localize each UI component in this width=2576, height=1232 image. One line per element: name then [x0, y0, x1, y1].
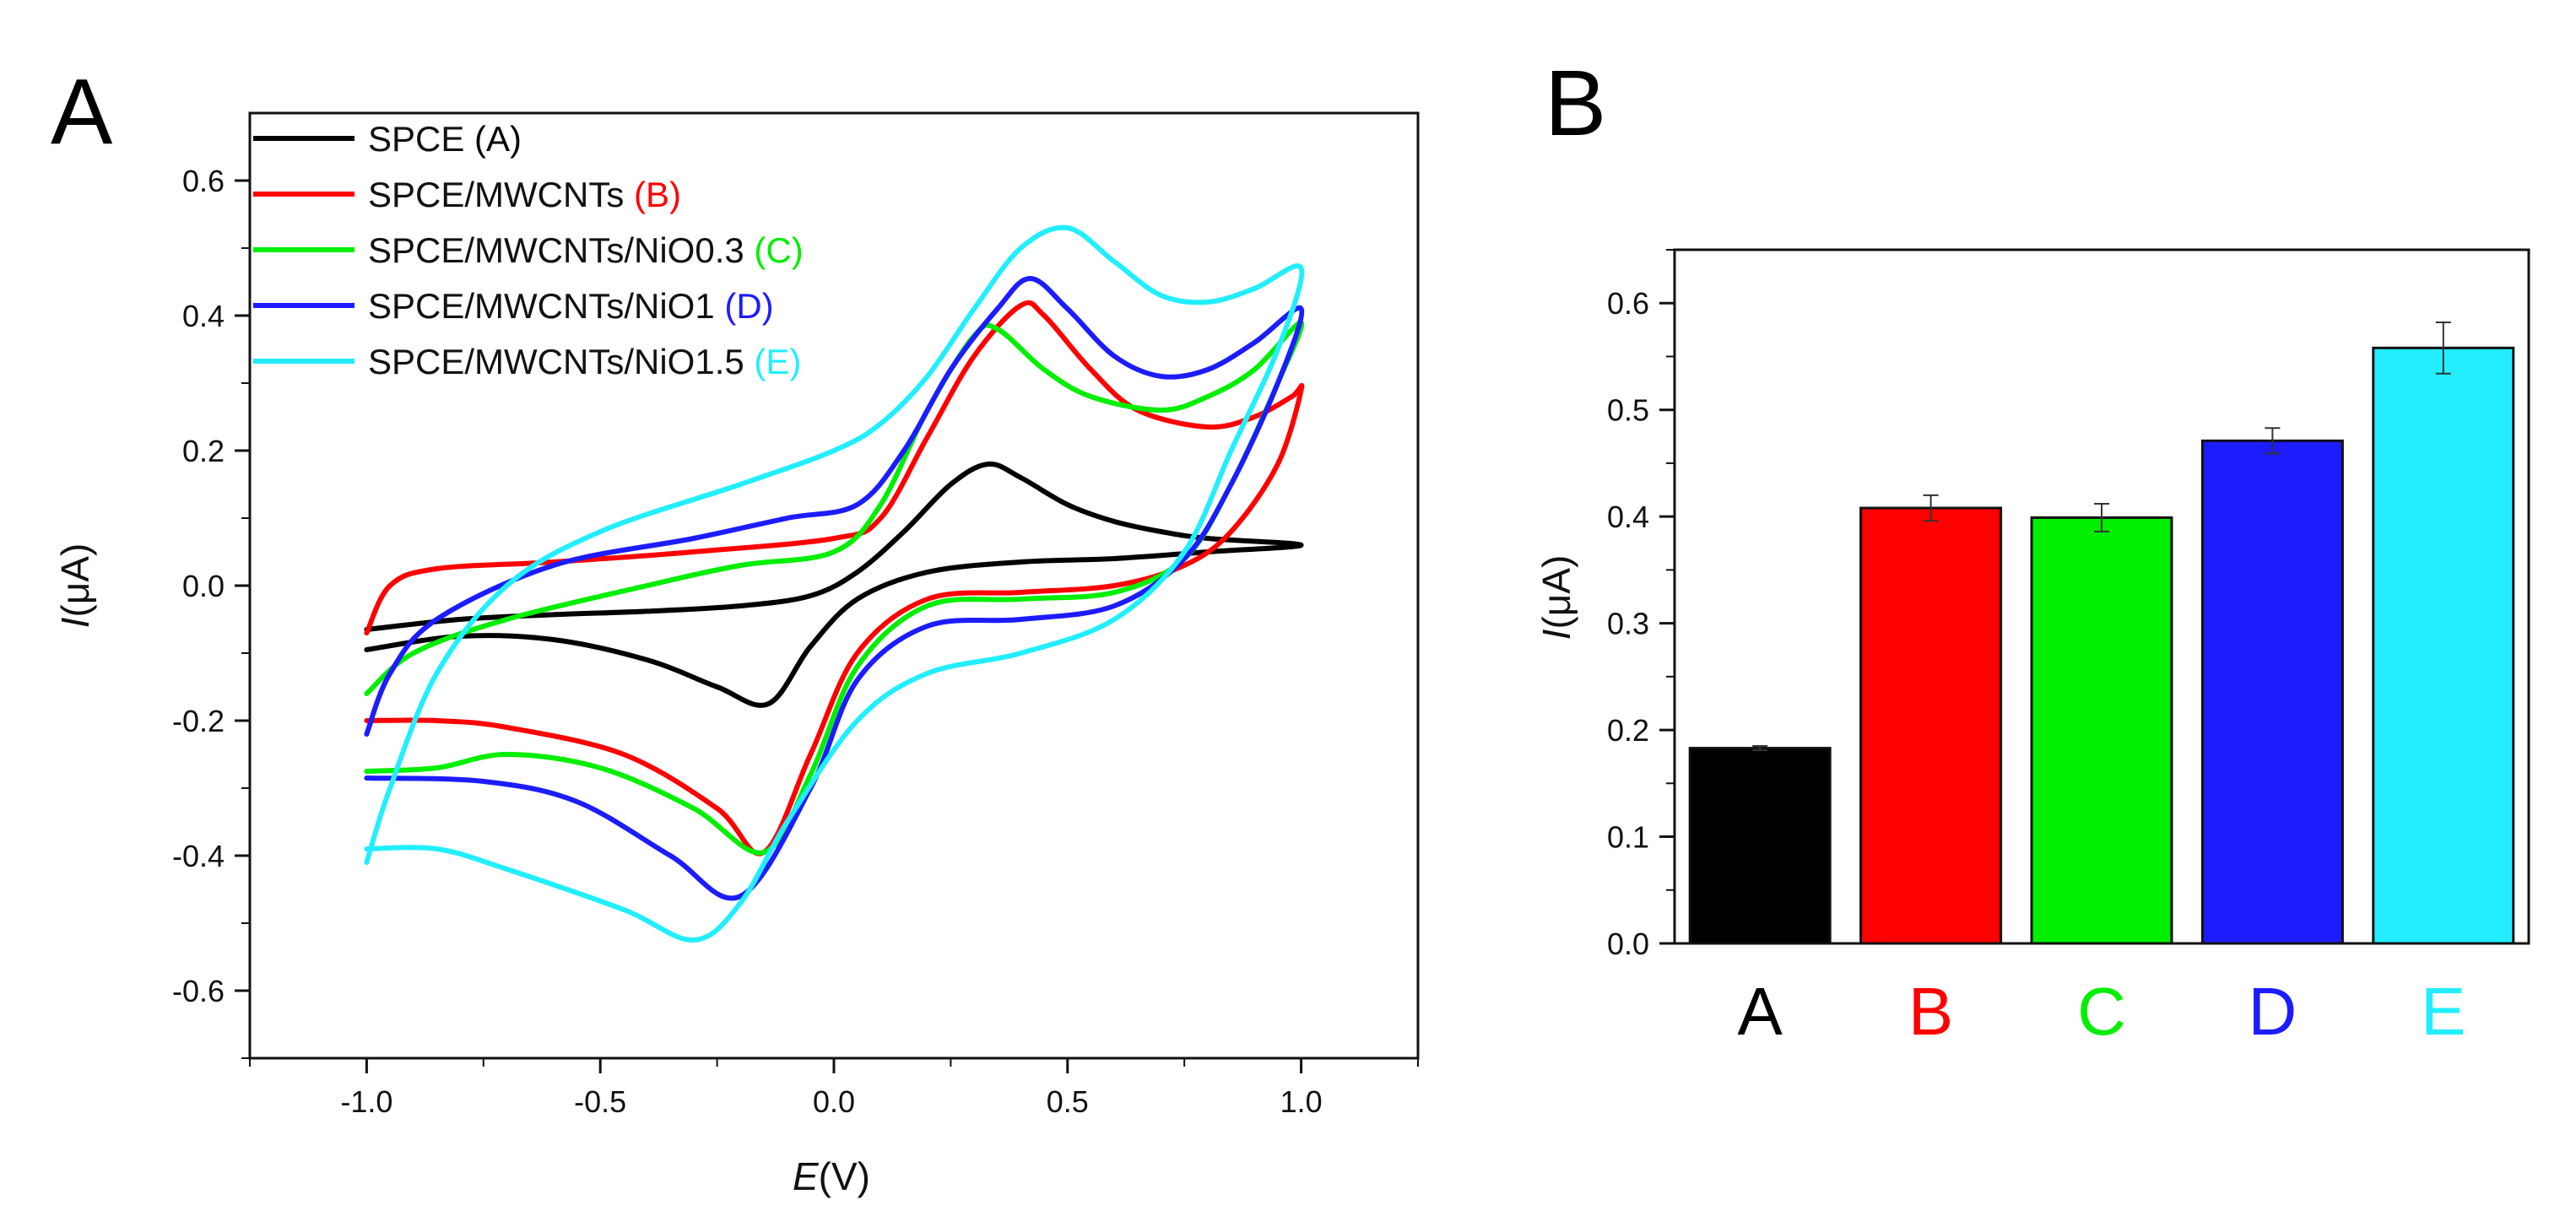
cv-x-axis-label: E(V) — [793, 1154, 870, 1198]
bar-y-tick-label: 0.4 — [1607, 500, 1649, 534]
cv-legend: SPCE (A) SPCE/MWCNTs (B) SPCE/MWCNTs/NiO0.… — [253, 119, 804, 381]
bar-category-label: A — [1738, 974, 1783, 1049]
bar-y-axis-variable: I — [1534, 629, 1578, 640]
legend-entry: SPCE/MWCNTs/NiO0.3 (C) — [368, 230, 804, 270]
bar-y-axis-unit: (μA) — [1534, 555, 1578, 630]
cv-y-tick-label: -0.2 — [172, 704, 225, 738]
bar-category-label: B — [1908, 974, 1953, 1049]
bar-group: A B C D E — [1688, 321, 2515, 1049]
bar-a — [1688, 747, 1832, 945]
bar-chart: B 0.0 0.1 0.2 0.3 0.4 0.5 0.6 A B C D E I(μA) — [1534, 51, 2530, 1049]
cv-y-tick-label: 0.6 — [182, 164, 225, 198]
cv-x-tick-label: 1.0 — [1280, 1084, 1323, 1119]
cv-x-axis-variable: E — [793, 1154, 820, 1198]
cv-x-axis-unit: (V) — [819, 1154, 870, 1198]
cv-y-axis-variable: I — [53, 617, 97, 628]
bar-c — [2030, 516, 2173, 945]
bar-category-label: E — [2421, 974, 2465, 1049]
panel-label-b: B — [1545, 51, 1606, 155]
cv-series-line-a — [364, 461, 1304, 708]
cv-y-tick-label: 0.0 — [182, 569, 225, 603]
cv-y-axis-label: I(μA) — [53, 543, 97, 629]
bar-y-tick-label: 0.3 — [1607, 607, 1649, 641]
cv-series-line-e — [364, 224, 1305, 943]
legend-entry: SPCE (A) — [368, 119, 522, 159]
legend-entry-tag: (B) — [634, 175, 681, 214]
legend-entry-name: SPCE/MWCNTs — [368, 175, 634, 214]
bar-y-tick-label: 0.2 — [1607, 713, 1649, 748]
bar-category-label: C — [2077, 974, 2126, 1049]
cv-x-tick-label: 0.0 — [813, 1084, 855, 1119]
legend-entry-name: SPCE — [368, 119, 474, 159]
cv-y-tick-label: 0.4 — [182, 299, 225, 333]
legend-entry-name: SPCE/MWCNTs/NiO1.5 — [368, 342, 754, 381]
cv-x-tick-label: 0.5 — [1047, 1084, 1089, 1119]
legend-entry-tag: (C) — [754, 230, 803, 270]
bar-y-tick-label: 0.6 — [1607, 286, 1649, 321]
bar-y-axis-label: I(μA) — [1534, 555, 1578, 640]
bar-b — [1859, 506, 2003, 945]
cv-axes: -1.0 -0.5 0.0 0.5 1.0 -0.6 -0.4 -0.2 0.0 0.2 0.4 0.… — [172, 164, 1419, 1119]
bar-y-tick-label: 0.1 — [1607, 820, 1649, 855]
bar-e — [2372, 346, 2515, 945]
bar-d — [2200, 439, 2344, 945]
legend-entry-name: SPCE/MWCNTs/NiO1 — [368, 286, 724, 326]
cv-x-tick-label: -1.0 — [340, 1084, 392, 1119]
legend-entry: SPCE/MWCNTs (B) — [368, 175, 681, 214]
legend-entry: SPCE/MWCNTs/NiO1 (D) — [368, 286, 774, 326]
legend-entry-name: SPCE/MWCNTs/NiO0.3 — [368, 230, 754, 270]
legend-entry-tag: (D) — [724, 286, 773, 326]
bar-y-tick-label: 0.0 — [1607, 927, 1649, 961]
cv-y-tick-label: -0.4 — [172, 839, 225, 873]
bar-category-label: D — [2249, 974, 2297, 1049]
bar-axes: 0.0 0.1 0.2 0.3 0.4 0.5 0.6 — [1607, 249, 1675, 961]
cv-y-axis-unit: (μA) — [53, 543, 97, 618]
legend-entry-tag: (A) — [474, 119, 522, 159]
cv-y-tick-label: -0.6 — [172, 974, 225, 1008]
cv-series-group — [364, 224, 1305, 943]
cv-series-line-d — [364, 276, 1305, 901]
cv-x-tick-label: -0.5 — [574, 1084, 626, 1119]
legend-entry: SPCE/MWCNTs/NiO1.5 (E) — [368, 342, 801, 381]
legend-entry-tag: (E) — [754, 342, 801, 381]
bar-y-tick-label: 0.5 — [1607, 393, 1649, 428]
panel-label-a: A — [51, 60, 113, 164]
cv-chart: A -1.0 -0.5 0.0 0.5 1.0 -0.6 -0.4 -0.2 0.0 0.2 0.4… — [51, 60, 1420, 1198]
cv-y-tick-label: 0.2 — [182, 434, 225, 468]
